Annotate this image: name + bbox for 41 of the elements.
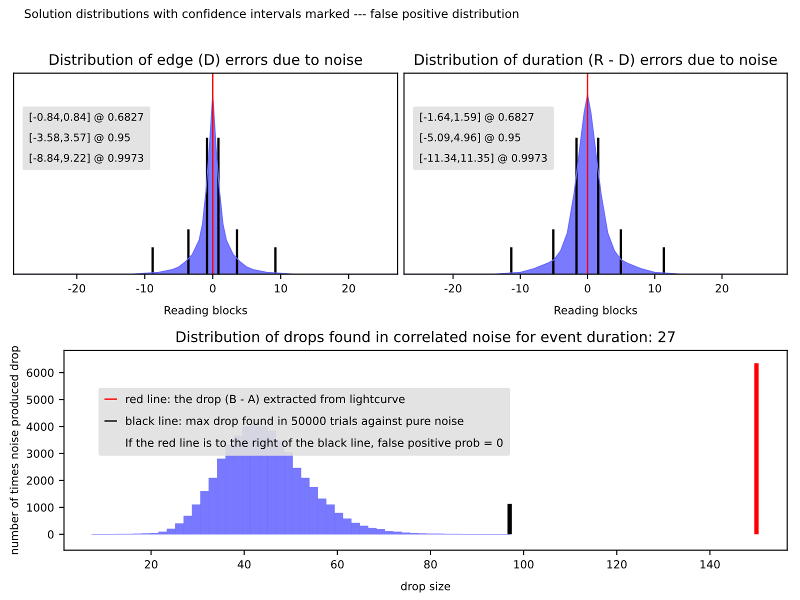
annotation: [-8.84,9.22] @ 0.9973 bbox=[30, 154, 144, 164]
x-tick-label: 80 bbox=[424, 560, 437, 569]
y-tick-label: 4000 bbox=[26, 422, 54, 431]
y-tick-label: 3000 bbox=[26, 449, 54, 458]
text: Solution distributions with confidence intervals marked --- false positive distribution bbox=[24, 9, 518, 20]
x-tick-label: -20 bbox=[444, 284, 462, 293]
x-axis-title: Reading blocks bbox=[164, 306, 248, 317]
x-tick-label: 10 bbox=[274, 284, 288, 293]
x-tick-label: -10 bbox=[136, 284, 154, 293]
annotation: [-3.58,3.57] @ 0.95 bbox=[30, 133, 130, 144]
chart-title: Distribution of edge (D) errors due to noise bbox=[50, 54, 362, 68]
y-tick-label: 6000 bbox=[26, 368, 54, 378]
x-tick-label: 140 bbox=[700, 560, 720, 569]
y-tick-label: 0 bbox=[48, 530, 54, 539]
x-tick-label: 20 bbox=[144, 560, 158, 569]
y-tick-label: 5000 bbox=[26, 396, 54, 404]
x-tick-label: 0 bbox=[210, 284, 216, 293]
annotation: If the red line is to the right of the black line, false positive prob = 0 bbox=[126, 438, 503, 450]
chart-title: Distribution of duration (R - D) errors due to noise bbox=[415, 54, 777, 67]
annotation: [-11.34,11.35] @ 0.9973 bbox=[420, 154, 547, 164]
y-tick-label: 2000 bbox=[26, 476, 54, 485]
x-tick-label: 120 bbox=[607, 560, 627, 569]
y-tick-label: 1000 bbox=[27, 503, 54, 512]
x-tick-label: -20 bbox=[68, 284, 86, 293]
x-tick-label: 40 bbox=[238, 560, 251, 569]
x-tick-label: -10 bbox=[512, 284, 529, 293]
annotation: [-0.84,0.84] @ 0.6827 bbox=[30, 112, 144, 123]
y-axis-title: number of times noise produced drop bbox=[10, 346, 20, 554]
x-axis-title: drop size bbox=[401, 582, 450, 593]
annotation: [-1.64,1.59] @ 0.6827 bbox=[420, 112, 534, 123]
chart-title: Distribution of drops found in correlated noise for event duration: 27 bbox=[176, 330, 675, 346]
x-tick-label: 60 bbox=[331, 560, 344, 569]
legend-label: black line: max drop found in 50000 trials against pure noise bbox=[126, 416, 464, 428]
annotation: [-5.09,4.96] @ 0.95 bbox=[420, 133, 520, 144]
legend-label: red line: the drop (B - A) extracted from lightcurve bbox=[126, 394, 405, 406]
x-tick-label: 20 bbox=[342, 284, 355, 293]
x-tick-label: 100 bbox=[514, 560, 534, 569]
x-tick-label: 0 bbox=[584, 284, 590, 293]
x-tick-label: 20 bbox=[716, 284, 728, 293]
x-axis-title: Reading blocks bbox=[554, 306, 638, 317]
x-tick-label: 10 bbox=[648, 284, 662, 293]
